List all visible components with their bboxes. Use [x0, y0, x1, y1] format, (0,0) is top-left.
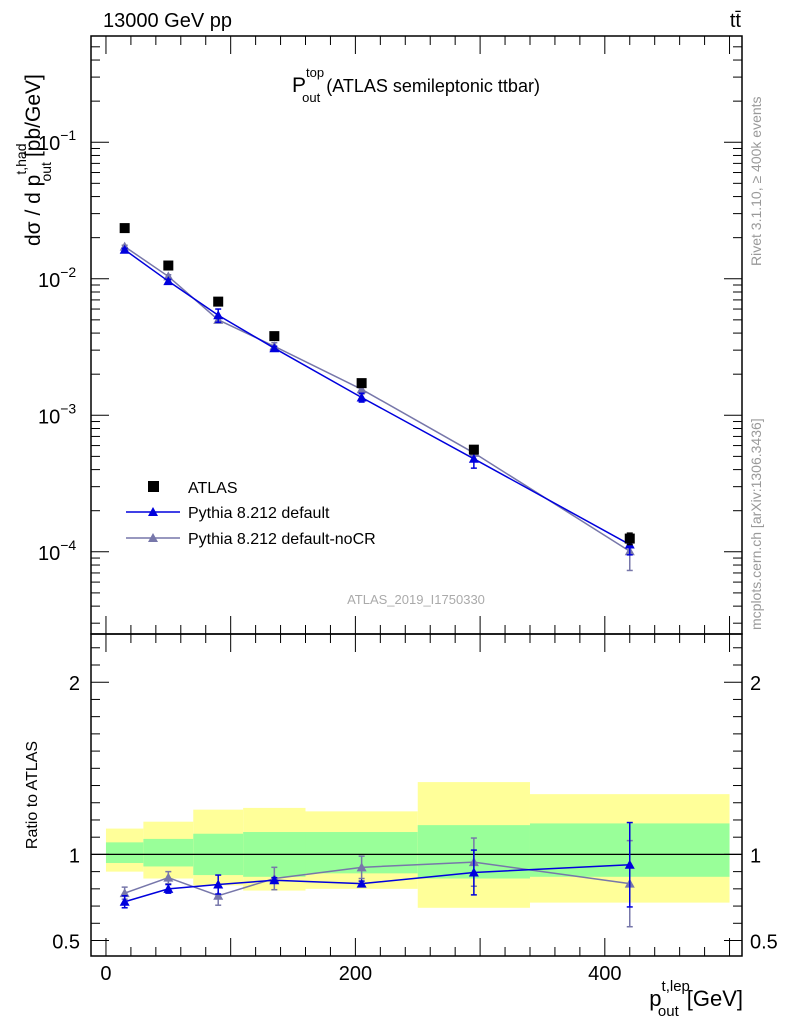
ratio-y-tick-label-left: 1 [69, 845, 80, 867]
legend-label-data: ATLAS [188, 480, 238, 497]
data-series [119, 223, 635, 928]
main-marker-default [269, 343, 280, 353]
main-marker-default [119, 244, 130, 254]
main-y-tick-label: 10−3 [38, 400, 76, 428]
ratio-y-tick-label-left: 2 [69, 673, 80, 695]
ratio-marker-default [163, 883, 174, 893]
main-y-axis-label: dσ / d pt,had out[pb/GeV] [13, 74, 54, 246]
ratio-panel-frame [90, 633, 743, 957]
ratio-uncertainty-bands [91, 782, 742, 908]
main-line-default [124, 249, 631, 546]
main-marker-nocr [356, 384, 367, 394]
ratio-marker-default [356, 878, 367, 888]
analysis-id: ATLAS_2019_I1750330 [347, 592, 485, 607]
plot-frames [90, 35, 743, 957]
tick-labels: 10−1 10−2 10−3 10−4 0.5 0.5 1 1 2 2 0 200 400 [38, 127, 778, 985]
main-marker-data [468, 444, 479, 455]
legend-marker-default [148, 507, 158, 516]
ratio-marker-nocr [163, 872, 174, 882]
main-marker-data [624, 533, 635, 544]
main-marker-data [163, 260, 174, 271]
ratio-marker-default [468, 867, 479, 877]
ratio-marker-default [624, 859, 635, 869]
ratio-marker-default [119, 896, 130, 906]
legend-label-nocr: Pythia 8.212 default-noCR [188, 531, 376, 548]
main-y-tick-label: 10−4 [38, 537, 76, 565]
legend-marker-nocr [148, 533, 158, 542]
main-marker-data [269, 331, 280, 342]
ratio-marker-nocr [356, 862, 367, 872]
ratio-y-tick-label-right: 2 [750, 673, 761, 695]
main-marker-default [213, 310, 224, 320]
ratio-band-inner [105, 842, 144, 864]
main-y-tick-label: 10−2 [38, 264, 76, 292]
main-marker-default [163, 276, 174, 286]
main-marker-data [213, 296, 224, 307]
process-label: tt̄ [730, 10, 742, 32]
ratio-y-axis-label: Ratio to ATLAS [24, 741, 41, 849]
ratio-marker-nocr [119, 888, 130, 898]
main-marker-default [356, 392, 367, 402]
x-tick-label: 200 [339, 963, 372, 985]
main-y-tick-label: 10−1 [38, 127, 76, 155]
ratio-y-tick-label-right: 1 [750, 845, 761, 867]
main-marker-default [468, 453, 479, 463]
ratio-y-tick-label-right: 0.5 [750, 932, 778, 954]
main-marker-data [356, 378, 367, 389]
ratio-marker-nocr [213, 890, 224, 900]
legend-label-default: Pythia 8.212 default [188, 505, 330, 522]
energy-label: 13000 GeV pp [103, 10, 232, 32]
legend-marker-data [148, 481, 159, 492]
x-axis-label: pt,lep out[GeV] [649, 978, 743, 1020]
mcplots-label: mcplots.cern.ch [arXiv:1306.3436] [748, 418, 764, 630]
x-tick-label: 400 [588, 963, 621, 985]
ratio-marker-default [213, 879, 224, 889]
main-plot-title: Ptop out(ATLAS semileptonic ttbar) [292, 65, 540, 105]
ratio-marker-default [269, 875, 280, 885]
ratio-y-tick-label-left: 0.5 [52, 932, 80, 954]
main-marker-data [119, 223, 130, 234]
rivet-label: Rivet 3.1.10, ≥ 400k events [748, 96, 764, 266]
main-marker-nocr [163, 271, 174, 281]
axis-ticks [91, 36, 742, 956]
legend: ATLAS Pythia 8.212 default Pythia 8.212 de… [126, 480, 376, 548]
ratio-band-inner [143, 838, 194, 867]
x-tick-label: 0 [100, 963, 111, 985]
